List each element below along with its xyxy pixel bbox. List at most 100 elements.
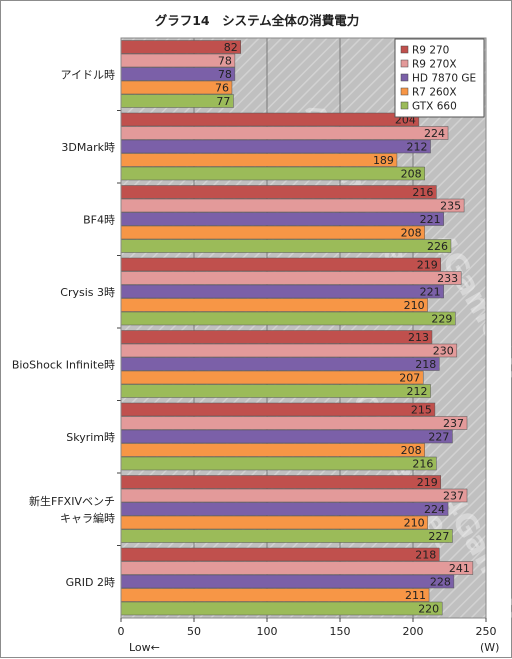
x-unit-label: (W) [480, 641, 499, 654]
bar [121, 285, 444, 298]
x-tick-label: 250 [476, 625, 497, 638]
bar [121, 602, 442, 615]
category-label: Skyrim時 [66, 431, 115, 444]
data-label: 215 [411, 404, 432, 417]
legend-swatch [401, 102, 408, 109]
data-label: 219 [417, 476, 438, 489]
data-label: 229 [431, 313, 452, 326]
bar [121, 530, 452, 543]
data-label: 208 [401, 227, 422, 240]
legend-swatch [401, 74, 408, 81]
bar [121, 312, 455, 325]
bar [121, 299, 428, 312]
bar [121, 444, 425, 457]
data-label: 207 [399, 372, 420, 385]
data-label: 208 [401, 168, 422, 181]
bar [121, 489, 467, 502]
data-label: 212 [407, 385, 428, 398]
low-direction-note: Low← [129, 641, 160, 654]
bar [121, 127, 448, 140]
bar [121, 272, 461, 285]
bar [121, 140, 431, 153]
legend-label: R7 260X [412, 87, 457, 99]
bar [121, 331, 432, 344]
data-label: 226 [427, 240, 448, 253]
data-label: 212 [407, 141, 428, 154]
category-label: 新生FFXIVベンチ [29, 494, 115, 508]
category-label: BioShock Infinite時 [12, 358, 115, 371]
data-label: 213 [408, 331, 429, 344]
data-label: 218 [415, 549, 436, 562]
bar [121, 403, 435, 416]
data-label: 210 [404, 299, 425, 312]
data-label: 227 [428, 431, 449, 444]
data-label: 237 [443, 490, 464, 503]
data-label: 82 [224, 41, 238, 54]
data-label: 228 [430, 576, 451, 589]
data-label: 210 [404, 517, 425, 530]
data-label: 235 [440, 200, 461, 213]
data-label: 230 [433, 345, 454, 358]
legend-label: R9 270X [412, 59, 457, 71]
category-label: Crysis 3時 [60, 286, 115, 299]
bar [121, 167, 425, 180]
data-label: 227 [428, 530, 449, 543]
category-label: アイドル時 [61, 68, 115, 81]
bar [121, 457, 436, 470]
category-label: BF4時 [83, 213, 115, 226]
data-label: 224 [424, 503, 445, 516]
bar [121, 516, 428, 529]
legend-swatch [401, 60, 408, 67]
bar [121, 562, 473, 575]
bar [121, 154, 397, 167]
x-tick-label: 0 [118, 625, 125, 638]
data-label: 233 [437, 272, 458, 285]
bar [121, 417, 467, 430]
bar [121, 213, 444, 226]
data-label: 216 [412, 458, 433, 471]
data-label: 189 [373, 154, 394, 167]
bar [121, 186, 436, 199]
legend-swatch [401, 88, 408, 95]
data-label: 218 [415, 358, 436, 371]
data-label: 208 [401, 444, 422, 457]
bar [121, 199, 464, 212]
legend-label: R9 270 [412, 45, 449, 57]
data-label: 78 [218, 68, 232, 81]
x-tick-label: 200 [403, 625, 424, 638]
bar [121, 258, 441, 271]
legend-label: GTX 660 [412, 101, 457, 113]
bar [121, 371, 423, 384]
data-label: 76 [215, 82, 229, 95]
data-label: 221 [420, 213, 441, 226]
data-label: 224 [424, 127, 445, 140]
data-label: 216 [412, 186, 433, 199]
data-label: 219 [417, 259, 438, 272]
legend-swatch [401, 46, 408, 53]
data-label: 241 [449, 562, 470, 575]
bar [121, 344, 457, 357]
category-label: 3DMark時 [61, 141, 115, 154]
data-label: 220 [418, 603, 439, 616]
data-label: 77 [216, 95, 230, 108]
bar [121, 430, 452, 443]
bar [121, 575, 454, 588]
bar [121, 476, 441, 489]
bar [121, 503, 448, 516]
bar [121, 548, 439, 561]
x-tick-label: 150 [330, 625, 351, 638]
x-tick-label: 50 [187, 625, 201, 638]
bar [121, 240, 451, 253]
x-tick-label: 100 [257, 625, 278, 638]
bar [121, 589, 429, 602]
data-label: 221 [420, 286, 441, 299]
category-label: GRID 2時 [66, 576, 115, 589]
legend-label: HD 7870 GE [412, 73, 476, 85]
category-label: キャラ編時 [60, 511, 115, 525]
chart-title: グラフ14 システム全体の消費電力 [155, 13, 360, 28]
bar [121, 226, 425, 239]
data-label: 211 [405, 589, 426, 602]
data-label: 237 [443, 417, 464, 430]
